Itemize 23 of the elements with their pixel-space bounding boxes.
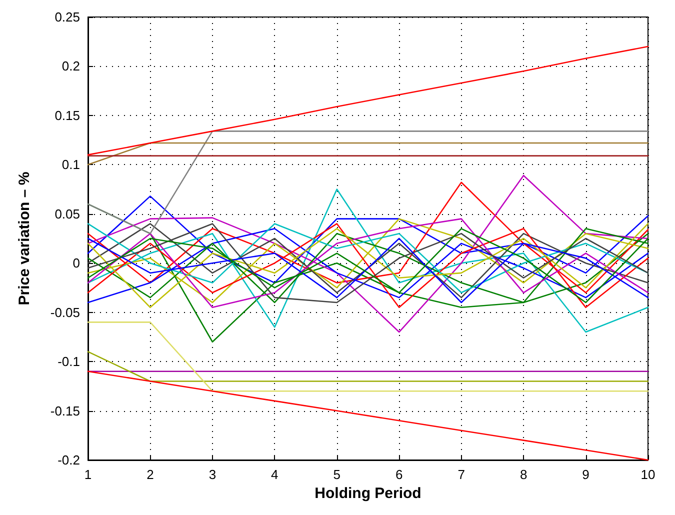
x-tick-label: 5 (333, 467, 341, 482)
y-tick-label: -0.05 (50, 304, 80, 320)
y-tick-label: 0 (72, 256, 80, 271)
x-tick-label: 7 (458, 467, 465, 482)
x-tick-label: 3 (208, 467, 216, 482)
y-tick-label: 0.15 (54, 108, 80, 123)
y-tick-label: -0.15 (50, 403, 80, 418)
y-tick-label: 0.2 (62, 58, 80, 74)
y-tick-label: -0.1 (58, 354, 80, 370)
y-axis-title: Price variation – % (16, 172, 33, 306)
y-tick-label: 0.1 (62, 157, 80, 172)
x-tick-label: 8 (520, 467, 528, 482)
y-tick-label: 0.05 (54, 206, 80, 222)
y-tick-label: 0.25 (54, 10, 80, 24)
x-tick-label: 9 (582, 467, 590, 482)
y-tick-label: -0.2 (58, 452, 80, 468)
x-tick-label: 4 (271, 467, 278, 482)
x-tick-label: 6 (395, 467, 403, 482)
x-tick-label: 10 (640, 467, 656, 482)
x-tick-label: 1 (84, 467, 92, 482)
x-tick-label: 2 (146, 467, 154, 482)
line-series (87, 46, 649, 156)
x-axis-title: Holding Period (314, 485, 422, 502)
